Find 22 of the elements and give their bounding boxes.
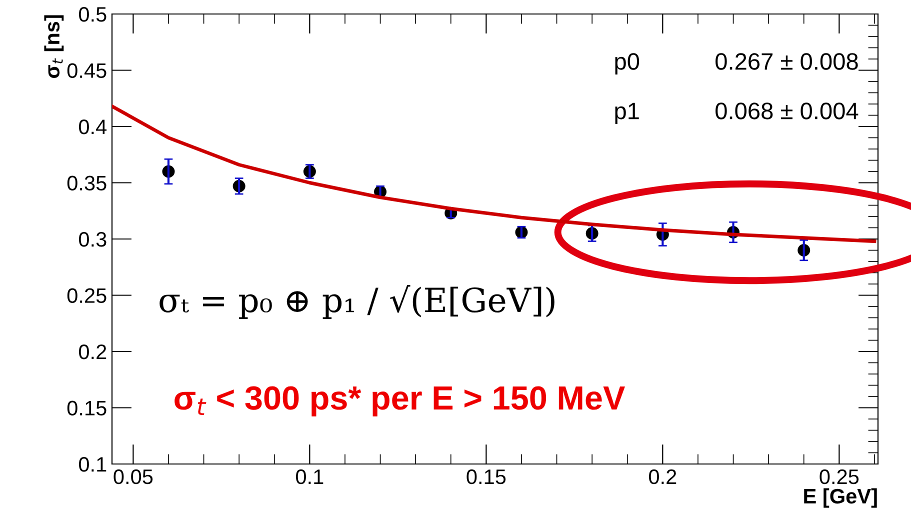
- y-tick-label: 0.4: [78, 120, 107, 134]
- y-tick-label: 0.25: [67, 288, 106, 304]
- y-tick-label: 0.2: [78, 344, 106, 360]
- y-tick-label: 0.45: [67, 63, 106, 78]
- x-tick-label: 0.2: [649, 469, 676, 484]
- y-tick-label: 0.15: [67, 400, 106, 416]
- annotation: 0.068 ± 0.004: [716, 102, 858, 120]
- y-tick-label: 0.5: [78, 7, 106, 22]
- annotation: σ$_{t}$ < 300 ps* per E > 150 MeV: [174, 386, 625, 416]
- annotation: p0: [615, 53, 640, 75]
- annotation: p1: [615, 102, 639, 124]
- y-tick-label: 0.1: [78, 457, 106, 472]
- x-tick-label: 0.05: [114, 469, 153, 484]
- y-axis-title: σ$_{t}$ [ns]: [44, 15, 64, 78]
- x-tick-label: 0.1: [296, 469, 324, 484]
- annotation: σₜ = p₀ ⊕ p₁ / √(E[GeV]): [160, 285, 554, 319]
- y-tick-label: 0.3: [78, 232, 106, 247]
- y-tick-label: 0.35: [67, 176, 106, 191]
- annotation: 0.267 ± 0.008: [716, 53, 858, 70]
- x-tick-label: 0.15: [466, 469, 506, 484]
- x-axis-title: E [GeV]: [804, 488, 877, 508]
- x-tick-label: 0.25: [820, 469, 859, 484]
